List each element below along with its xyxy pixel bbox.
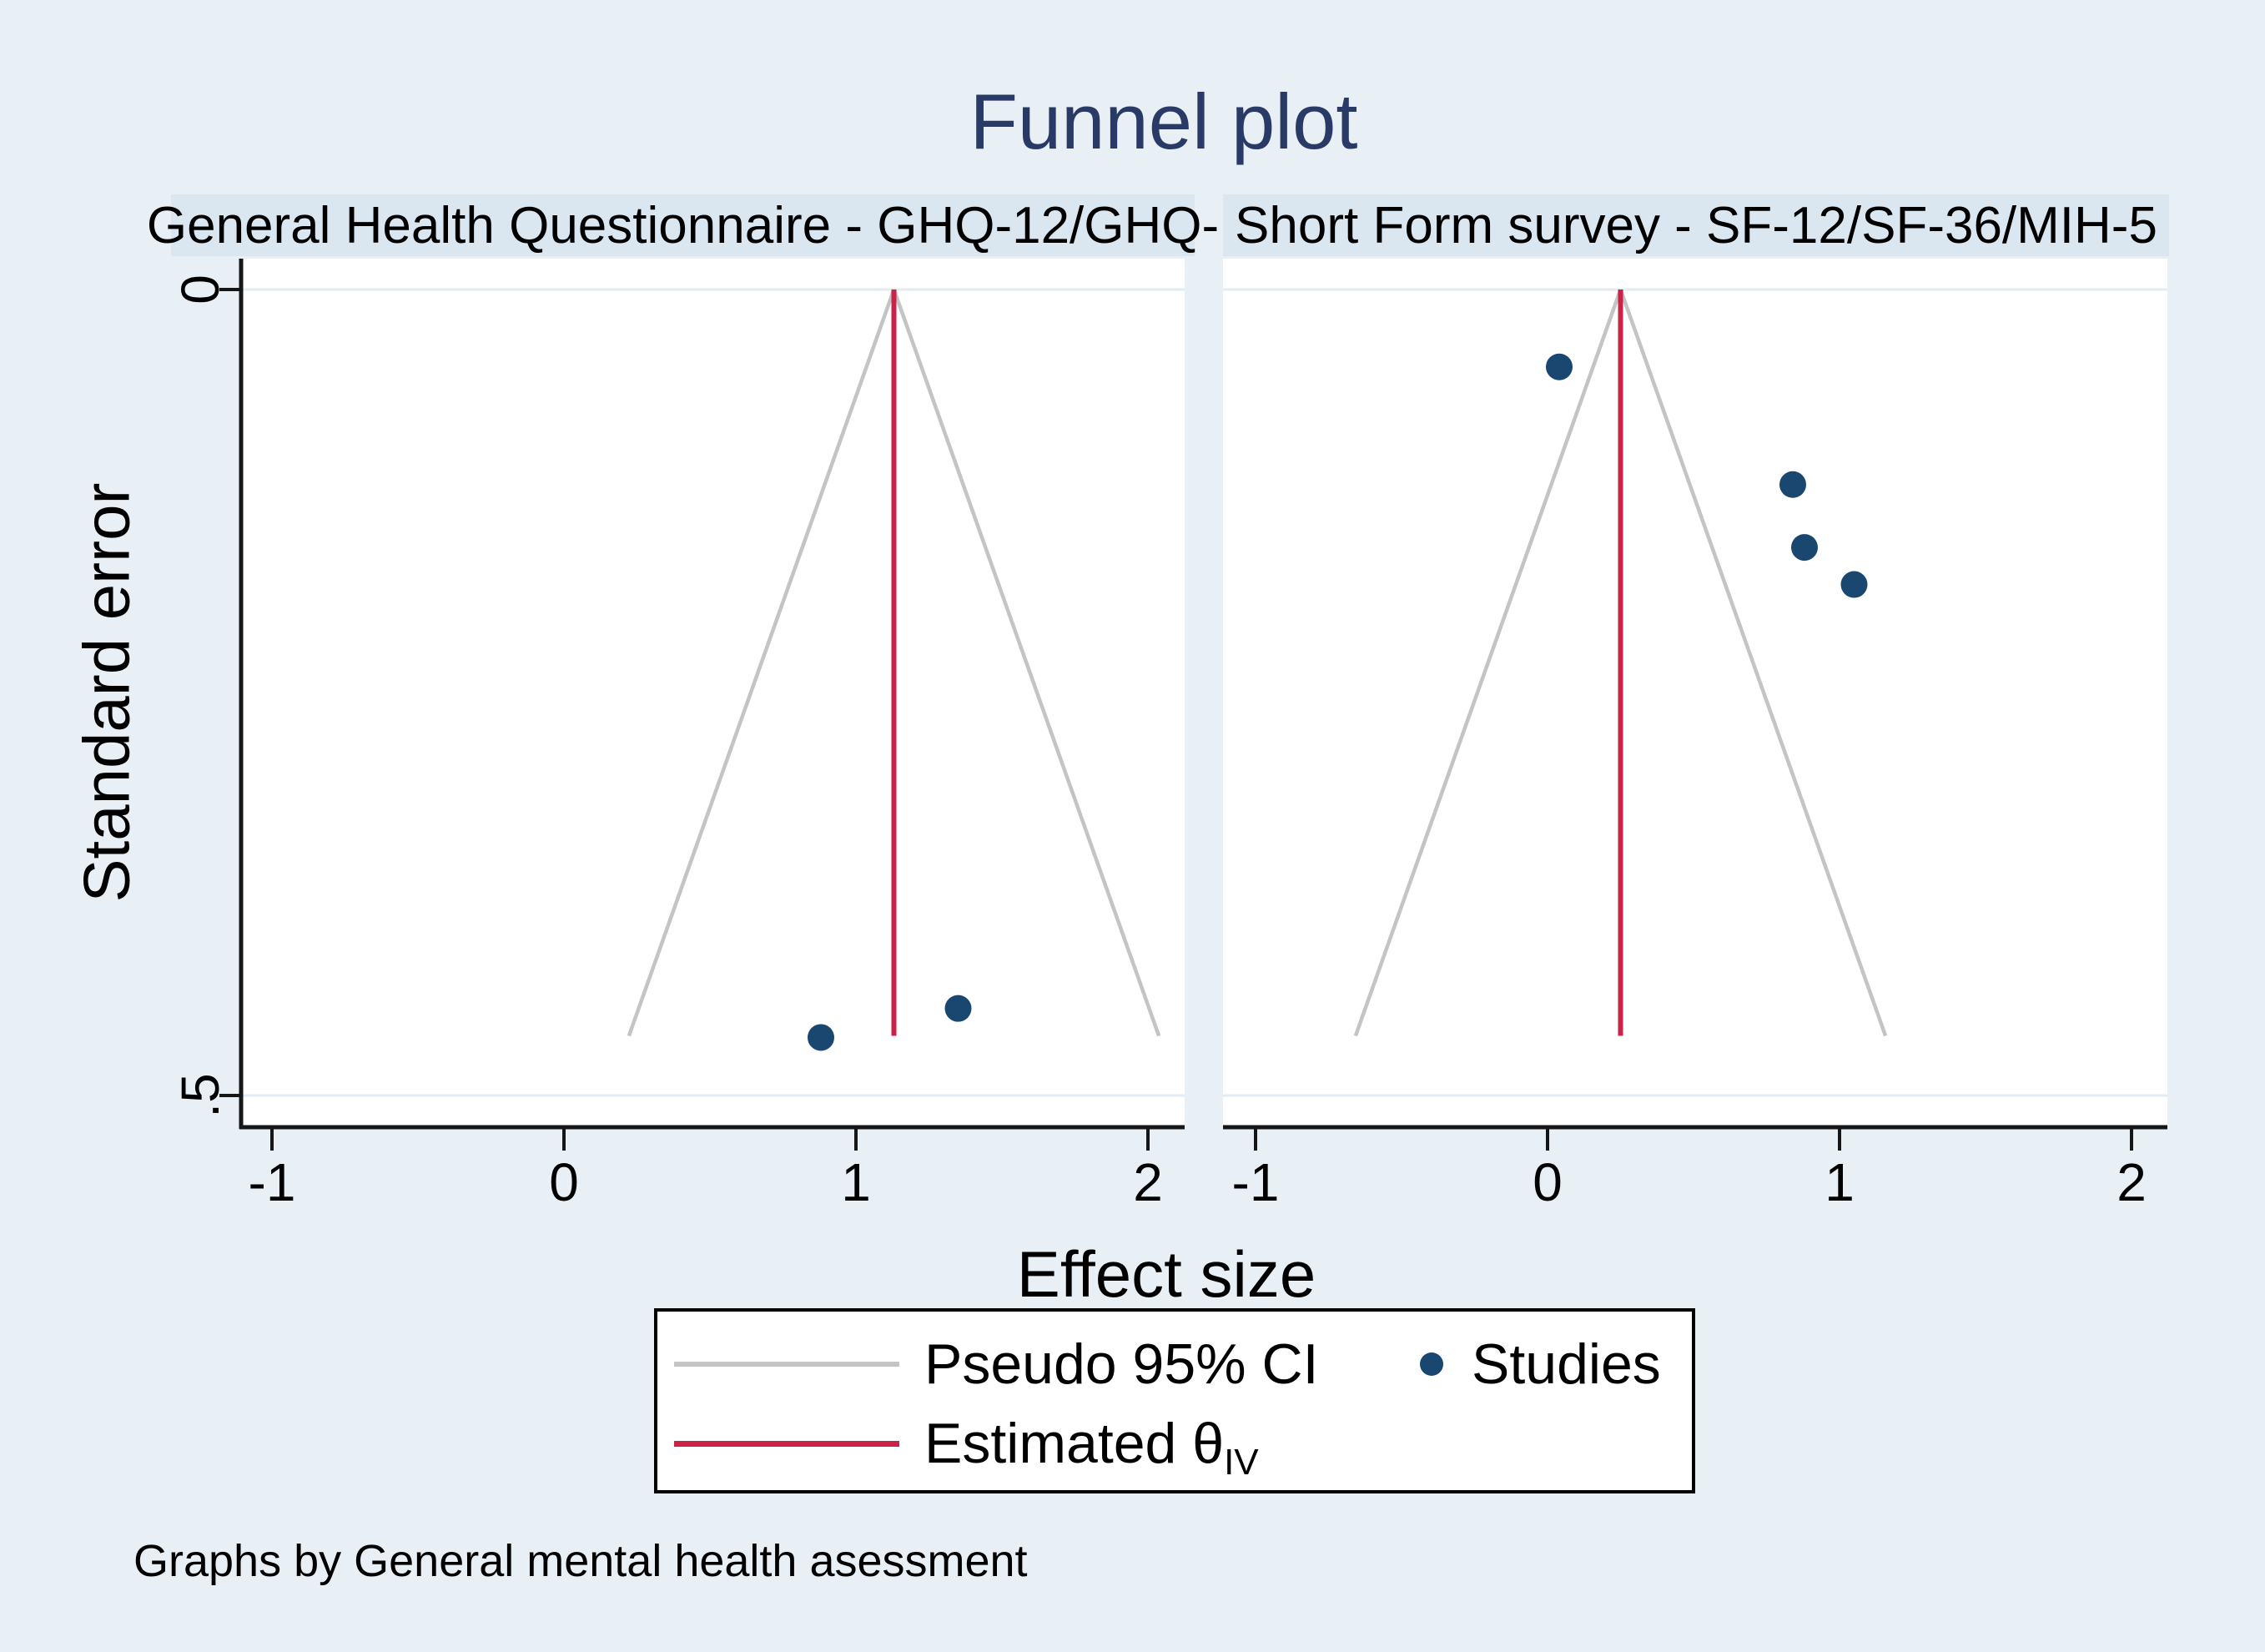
study-point — [808, 1024, 834, 1051]
panel-subtitle-ghq: General Health Questionnaire - GHQ-12/GH… — [146, 196, 1220, 254]
graphs-by-caption: Graphs by General mental health asessmen… — [133, 1536, 1028, 1586]
study-point — [1779, 471, 1806, 498]
study-point — [944, 995, 972, 1022]
pseudo-ci-right-line — [892, 289, 1161, 1037]
estimated-theta-text: Estimated θ — [924, 1412, 1225, 1475]
chart-title: Funnel plot — [969, 78, 1358, 165]
estimate-line-sample — [674, 1441, 899, 1447]
pseudo-ci-right-line — [1618, 289, 1888, 1037]
estimated-theta-subscript: IV — [1224, 1442, 1259, 1483]
plot-area-sf — [1223, 259, 2167, 1126]
panel-header-band-ghq — [171, 194, 1195, 256]
estimated-theta-label: Estimated θIV — [924, 1415, 1259, 1491]
pseudo-ci-left-line — [627, 289, 896, 1037]
studies-dot-sample — [1420, 1352, 1443, 1376]
panel-subtitle-sf: Short Form survey - SF-12/SF-36/MIH-5 — [1235, 196, 2157, 254]
legend-box: Pseudo 95% CI Studies Estimated θIV — [654, 1308, 1695, 1493]
plot-area-ghq — [243, 259, 1185, 1126]
x-axis-title: Effect size — [1016, 1237, 1316, 1311]
pseudo-ci-label: Pseudo 95% CI — [924, 1332, 1319, 1396]
panel-header-band-sf — [1223, 194, 2169, 256]
study-point — [1791, 534, 1818, 562]
pseudo-ci-line-sample — [674, 1362, 899, 1367]
study-point — [1840, 571, 1868, 598]
studies-label: Studies — [1472, 1332, 1661, 1396]
pseudo-ci-left-line — [1353, 289, 1623, 1037]
study-point — [1546, 353, 1573, 380]
y-axis-title: Standard error — [69, 482, 143, 903]
